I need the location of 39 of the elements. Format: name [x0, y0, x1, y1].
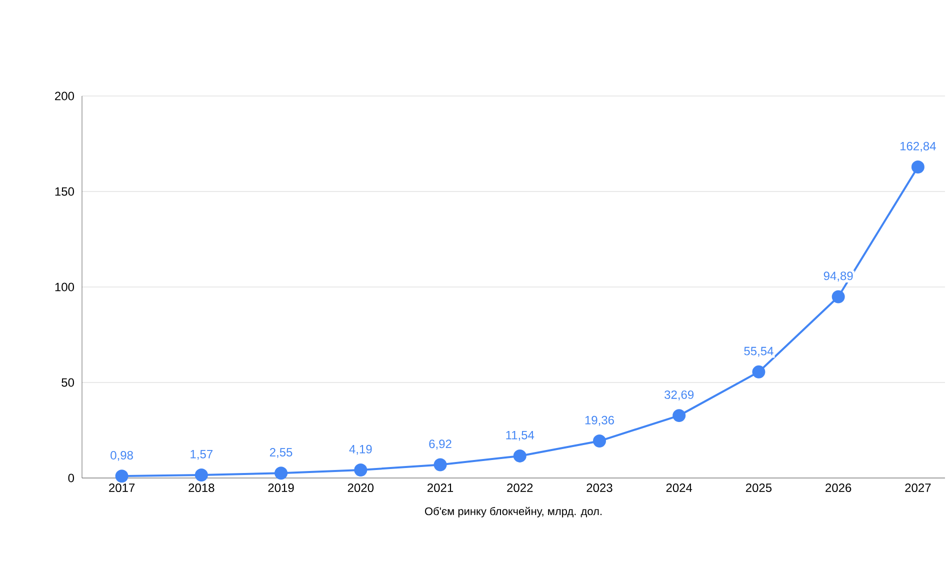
x-tick-label: 2018	[188, 484, 214, 492]
x-tick-label: 2020	[348, 484, 374, 492]
point	[274, 466, 288, 480]
x-tick-label: 2023	[586, 484, 612, 492]
x-tick-label: 2021	[428, 484, 454, 492]
data-label: 1,57	[190, 450, 212, 460]
y-tick-label: 50	[62, 378, 74, 387]
point	[752, 365, 766, 378]
data-label: 32,69	[664, 390, 694, 400]
x-tick-label: 2027	[905, 484, 931, 492]
point	[513, 449, 526, 462]
point	[832, 290, 845, 304]
point	[592, 434, 606, 448]
y-tick-label: 0	[68, 474, 74, 482]
x-tick-label: 2022	[507, 484, 533, 492]
y-tick-label: 100	[55, 282, 74, 292]
data-label: 11,54	[506, 430, 534, 441]
data-label: 19,36	[585, 416, 614, 426]
data-label: 55,54	[744, 346, 774, 357]
x-tick-label: 2025	[746, 484, 772, 492]
point	[194, 468, 208, 482]
data-label: 94,89	[824, 272, 853, 282]
x-tick-label: 2026	[826, 484, 852, 492]
x-tick-label: 2019	[268, 484, 294, 492]
point	[354, 463, 368, 476]
data-label: 2,55	[270, 448, 292, 458]
data-label: 4,19	[349, 444, 372, 455]
point	[115, 470, 128, 483]
data-label: 162,84	[900, 142, 936, 152]
x-tick-label: 2024	[666, 484, 692, 492]
point	[911, 160, 924, 174]
point	[434, 458, 447, 472]
x-tick-label: 2017	[109, 484, 135, 492]
y-tick-label: 150	[55, 187, 74, 196]
point	[672, 409, 686, 422]
data-label: 6,92	[429, 440, 452, 450]
x-axis-title: Об'єм ринку блокчейну, млрд. дол.	[425, 506, 602, 518]
y-tick-label: 200	[55, 92, 74, 100]
data-label: 0,98	[110, 451, 133, 461]
